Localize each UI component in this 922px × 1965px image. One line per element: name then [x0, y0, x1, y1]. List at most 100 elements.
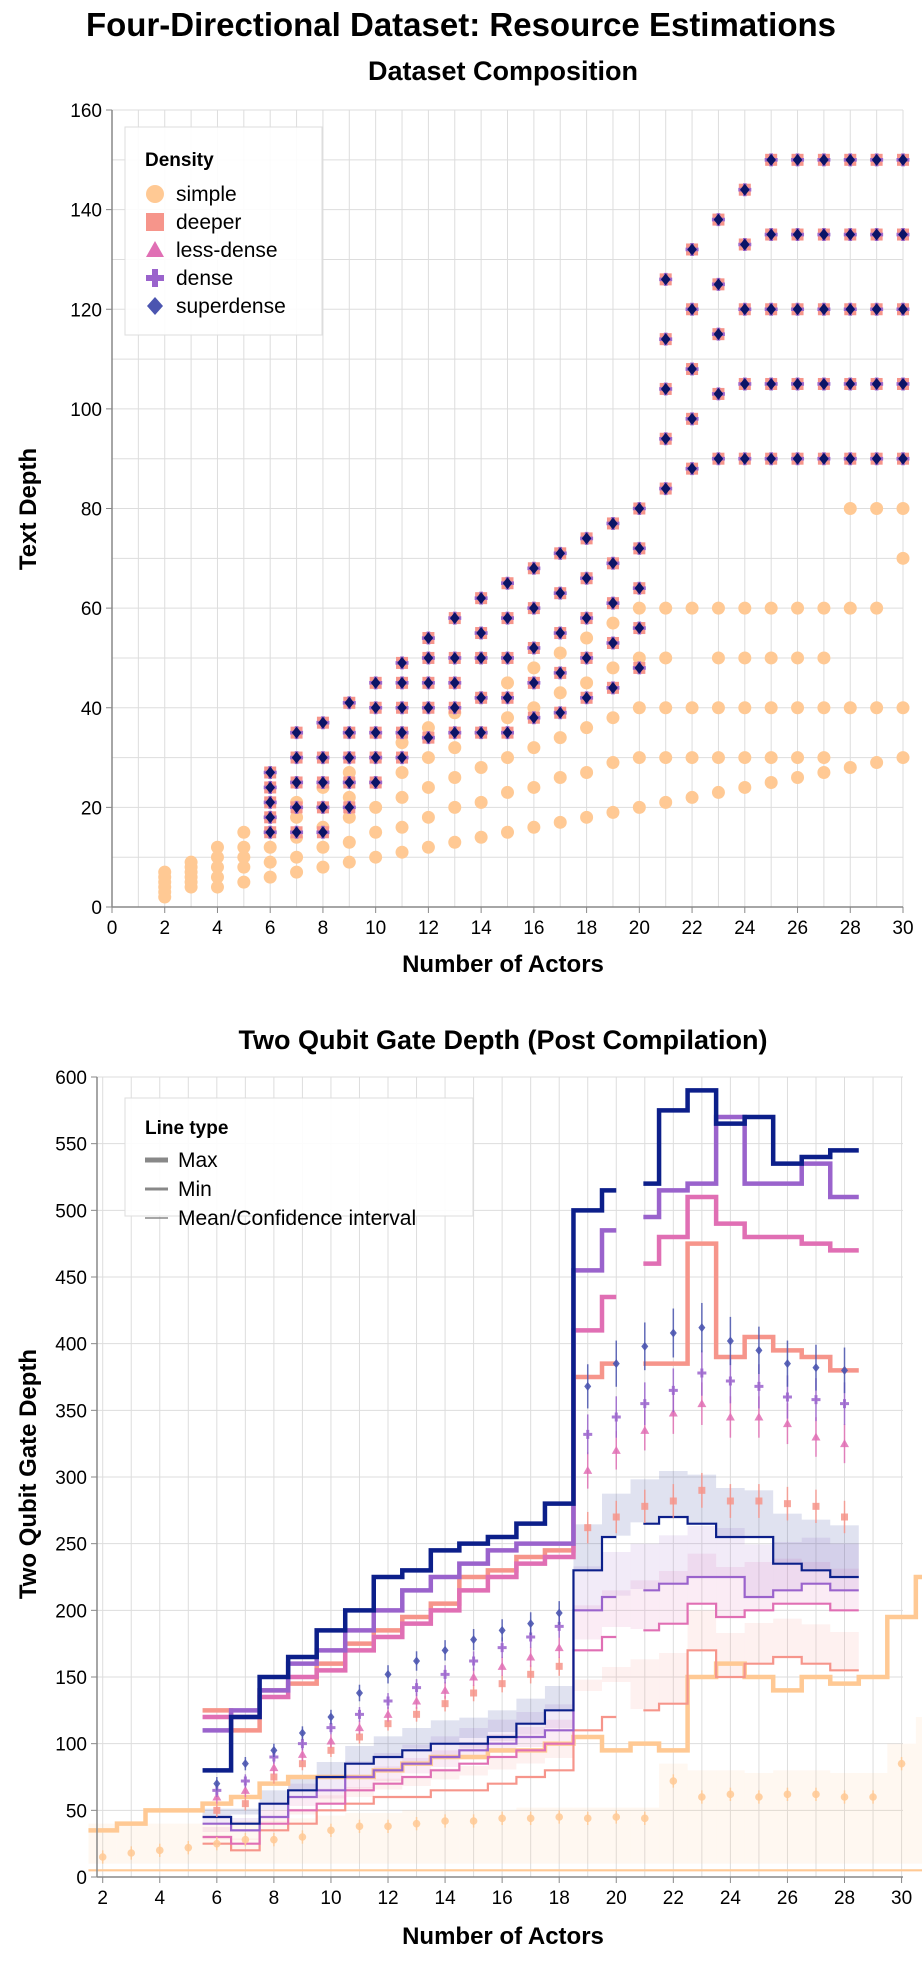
simple-point [290, 850, 304, 864]
simple-confidence-band [858, 1773, 888, 1864]
deeper-mean-point [498, 1680, 506, 1688]
superdense-point [871, 303, 882, 316]
superdense-confidence-band [830, 1525, 859, 1576]
deeper-mean-point [726, 1497, 734, 1505]
simple-point [685, 701, 699, 715]
simple-point [527, 820, 541, 834]
simple-point [501, 711, 514, 725]
less-dense-min-line [202, 1602, 859, 1845]
superdense-point [608, 557, 618, 570]
less-dense-mean-point [840, 1439, 850, 1448]
superdense-point [555, 666, 566, 679]
dense-mean-point [440, 1669, 450, 1679]
superdense-point [318, 826, 328, 839]
simple-point [158, 865, 172, 879]
simple-point [421, 810, 435, 824]
chart-1-plot: 0 2 4 6 8 10 12 14 16 18 20 22 24 26 28 300204060801001… [70, 101, 913, 939]
superdense-point [502, 726, 513, 739]
simple-point [817, 751, 831, 765]
simple-point [632, 601, 646, 615]
simple-mean-point [869, 1793, 877, 1801]
dense-mean-point [297, 1739, 307, 1749]
superdense-mean-point [612, 1359, 620, 1369]
x-tick-label: 26 [787, 918, 808, 939]
simple-point [685, 601, 699, 615]
less-dense-mean-point [697, 1399, 707, 1408]
superdense-point [397, 751, 407, 764]
less-dense-mean-point [240, 1785, 250, 1794]
simple-point [738, 601, 752, 615]
superdense-point [555, 706, 566, 719]
deeper-confidence-band [687, 1610, 717, 1649]
simple-point [606, 711, 620, 725]
superdense-point [529, 562, 539, 575]
x-tick-label: 12 [377, 1888, 398, 1909]
simple-mean-point [612, 1813, 621, 1821]
superdense-point [344, 751, 355, 764]
simple-point [263, 840, 277, 854]
chart-2-confidence-bands [88, 1471, 922, 1864]
superdense-confidence-band [487, 1710, 517, 1732]
legend-box [124, 1097, 474, 1217]
simple-point [237, 825, 251, 839]
y-tick-label: 40 [81, 699, 102, 720]
superdense-point [819, 228, 829, 241]
legend-symbol-circle [146, 185, 164, 203]
superdense-confidence-band [345, 1746, 374, 1763]
less-dense-mean-point [526, 1652, 536, 1661]
superdense-point [819, 303, 829, 316]
superdense-point [766, 153, 776, 166]
x-tick-label: 22 [681, 918, 702, 939]
less-dense-mean-point [297, 1749, 307, 1758]
x-tick-label: 4 [154, 1888, 165, 1909]
chart-1-y-axis-label: Text Depth [15, 448, 42, 570]
legend-label: Mean/Confidence interval [178, 1207, 416, 1230]
superdense-point [555, 547, 566, 560]
x-tick-label: 18 [549, 1888, 570, 1909]
superdense-point [318, 776, 328, 789]
simple-mean-point [327, 1826, 335, 1835]
dense-mean-point [725, 1376, 735, 1386]
superdense-point [555, 587, 566, 600]
simple-mean-point [469, 1817, 478, 1825]
simple-point [553, 731, 567, 745]
deeper-mean-point [584, 1524, 592, 1532]
chart-1-legend: Density simple deeper less-dense dense superd… [124, 126, 323, 336]
superdense-point [581, 612, 592, 625]
superdense-point [344, 726, 355, 739]
dense-confidence-band [744, 1544, 774, 1596]
simple-point [184, 855, 198, 869]
deeper-mean-point [612, 1513, 620, 1521]
deeper-confidence-band [573, 1679, 602, 1691]
deeper-mean-point [470, 1689, 478, 1697]
superdense-point [871, 377, 882, 390]
superdense-point [740, 303, 750, 316]
y-tick-label: 500 [55, 1201, 87, 1222]
simple-point [711, 651, 725, 665]
dense-mean-point [497, 1643, 507, 1653]
simple-mean-point [355, 1822, 364, 1831]
simple-mean-point [526, 1814, 535, 1823]
simple-confidence-band [915, 1717, 922, 1864]
simple-mean-point [897, 1759, 906, 1768]
superdense-point [318, 751, 328, 764]
superdense-point [291, 826, 302, 839]
simple-point [290, 865, 304, 879]
simple-point [210, 870, 224, 884]
less-dense-confidence-band [830, 1568, 859, 1609]
legend-symbol-triangle [146, 241, 164, 257]
simple-point [342, 855, 356, 869]
superdense-mean-point [726, 1336, 734, 1346]
simple-point [474, 761, 488, 775]
simple-confidence-band [316, 1815, 346, 1864]
superdense-point [766, 228, 776, 241]
simple-point [474, 830, 488, 844]
simple-point [395, 766, 409, 780]
simple-mean-point [812, 1790, 820, 1799]
simple-point [817, 766, 831, 780]
x-tick-label: 14 [435, 1888, 457, 1909]
superdense-point [423, 731, 434, 744]
simple-point [501, 676, 514, 690]
less-dense-confidence-band [601, 1590, 631, 1627]
superdense-confidence-band [544, 1686, 574, 1709]
